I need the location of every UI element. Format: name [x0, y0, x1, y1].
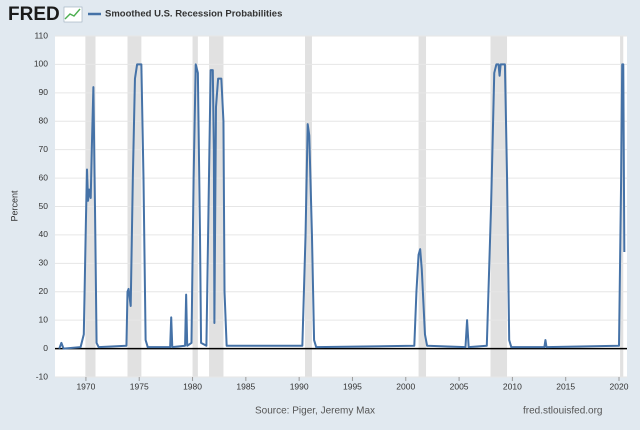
y-tick-label: 110	[34, 30, 48, 40]
x-tick-label: 1985	[236, 381, 255, 391]
site-url: fred.stlouisfed.org	[523, 406, 603, 417]
x-tick-label: 1990	[290, 381, 309, 391]
x-tick-label: 2000	[396, 381, 415, 391]
x-tick-label: 1975	[130, 381, 149, 391]
x-tick-label: 2020	[610, 381, 629, 391]
y-tick-label: 70	[39, 144, 49, 154]
y-tick-label: 80	[39, 116, 49, 126]
x-tick-label: 1970	[76, 381, 95, 391]
source: Source: Piger, Jeremy Max	[255, 406, 375, 417]
x-tick-label: 2015	[556, 381, 575, 391]
x-tick-label: 1995	[343, 381, 362, 391]
y-tick-label: 60	[39, 172, 49, 182]
y-axis-label: Percent	[9, 190, 19, 222]
y-tick-label: 30	[39, 258, 49, 268]
y-tick-label: 40	[39, 229, 49, 239]
x-tick-label: 2010	[503, 381, 522, 391]
y-tick-label: 100	[34, 59, 48, 69]
x-tick-label: 2005	[450, 381, 469, 391]
legend-label: Smoothed U.S. Recession Probabilities	[105, 9, 282, 20]
y-tick-label: 20	[39, 286, 49, 296]
logo: FRED	[8, 4, 60, 25]
logo-icon	[63, 6, 83, 23]
y-tick-label: 90	[39, 87, 49, 97]
y-tick-label: 10	[39, 314, 49, 324]
y-tick-label: 50	[39, 201, 49, 211]
y-tick-label: 0	[43, 343, 48, 353]
y-tick-label: -10	[36, 371, 49, 381]
x-tick-label: 1980	[183, 381, 202, 391]
series-line	[58, 63, 626, 350]
